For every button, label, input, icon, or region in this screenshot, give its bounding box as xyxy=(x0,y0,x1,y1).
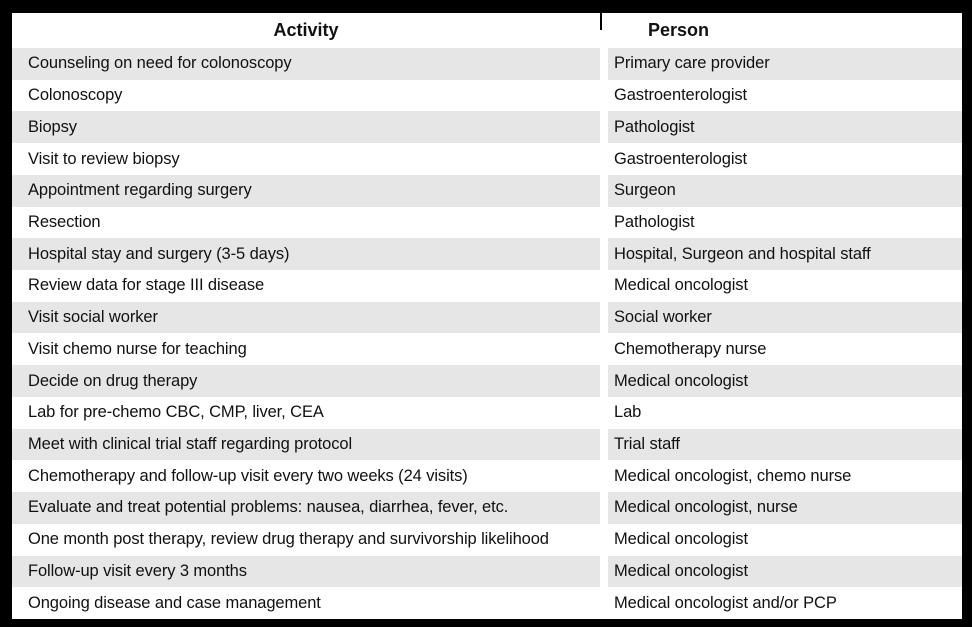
header-column-divider xyxy=(600,13,602,30)
person-cell: Pathologist xyxy=(608,111,962,144)
table-row: Visit to review biopsy Gastroenterologis… xyxy=(12,143,962,175)
table-row: One month post therapy, review drug ther… xyxy=(12,523,962,556)
person-cell: Medical oncologist xyxy=(608,555,962,588)
person-cell: Chemotherapy nurse xyxy=(614,339,767,358)
column-gap xyxy=(600,396,608,429)
column-gap xyxy=(600,238,608,271)
person-cell: Medical oncologist xyxy=(614,530,748,549)
column-gap xyxy=(600,79,608,112)
activity-cell: Chemotherapy and follow-up visit every t… xyxy=(28,466,468,485)
activity-cell: Review data for stage III disease xyxy=(28,276,265,295)
column-gap xyxy=(600,365,608,397)
person-cell: Surgeon xyxy=(608,174,962,207)
activity-cell: Visit chemo nurse for teaching xyxy=(28,339,247,358)
activity-cell: Hospital stay and surgery (3-5 days) xyxy=(12,238,600,271)
person-cell: Trial staff xyxy=(608,428,962,461)
activity-cell: Colonoscopy xyxy=(28,86,123,105)
table-row: Visit chemo nurse for teaching Chemother… xyxy=(12,333,962,366)
table-row: Meet with clinical trial staff regarding… xyxy=(12,428,962,461)
activity-cell: Meet with clinical trial staff regarding… xyxy=(12,428,600,461)
table-row: Hospital stay and surgery (3-5 days) Hos… xyxy=(12,238,962,271)
column-gap xyxy=(600,206,608,239)
activity-cell: Follow-up visit every 3 months xyxy=(12,555,600,588)
column-gap xyxy=(600,428,608,461)
table-row: Evaluate and treat potential problems: n… xyxy=(12,492,962,524)
column-gap xyxy=(600,174,608,207)
column-gap xyxy=(600,301,608,334)
person-cell: Medical oncologist, chemo nurse xyxy=(614,466,852,485)
person-cell: Gastroenterologist xyxy=(614,149,748,168)
column-gap xyxy=(600,13,608,48)
activity-cell: One month post therapy, review drug ther… xyxy=(28,530,549,549)
column-gap xyxy=(600,587,608,619)
activity-cell: Lab for pre-chemo CBC, CMP, liver, CEA xyxy=(28,403,324,422)
person-cell: Primary care provider xyxy=(608,48,962,80)
table-row: Follow-up visit every 3 months Medical o… xyxy=(12,555,962,588)
table-row: Resection Pathologist xyxy=(12,206,962,239)
table-row: Decide on drug therapy Medical oncologis… xyxy=(12,365,962,397)
activity-cell: Resection xyxy=(28,212,101,231)
column-gap xyxy=(600,48,608,80)
table-row: Biopsy Pathologist xyxy=(12,111,962,144)
person-cell: Medical oncologist xyxy=(608,365,962,397)
activity-cell: Appointment regarding surgery xyxy=(12,174,600,207)
column-gap xyxy=(600,460,608,493)
column-gap xyxy=(600,523,608,556)
column-gap xyxy=(600,333,608,366)
activity-cell: Counseling on need for colonoscopy xyxy=(12,48,600,80)
table-row: Colonoscopy Gastroenterologist xyxy=(12,79,962,112)
person-cell: Pathologist xyxy=(614,212,695,231)
person-cell: Social worker xyxy=(608,301,962,334)
table-row: Appointment regarding surgery Surgeon xyxy=(12,174,962,207)
table-row: Ongoing disease and case management Medi… xyxy=(12,587,962,619)
table-row: Lab for pre-chemo CBC, CMP, liver, CEA L… xyxy=(12,396,962,429)
column-header-person: Person xyxy=(608,13,962,48)
table-row: Counseling on need for colonoscopy Prima… xyxy=(12,48,962,80)
activity-cell: Biopsy xyxy=(12,111,600,144)
activity-cell: Visit social worker xyxy=(12,301,600,334)
table-header-row: Activity Person xyxy=(12,13,962,48)
column-header-activity: Activity xyxy=(12,13,600,48)
person-cell: Lab xyxy=(614,403,642,422)
column-gap xyxy=(600,111,608,144)
table-row: Chemotherapy and follow-up visit every t… xyxy=(12,460,962,493)
table-row: Review data for stage III disease Medica… xyxy=(12,270,962,302)
person-cell: Medical oncologist and/or PCP xyxy=(614,593,837,612)
column-gap xyxy=(600,555,608,588)
column-gap xyxy=(600,143,608,175)
activity-cell: Evaluate and treat potential problems: n… xyxy=(12,492,600,524)
activity-cell: Ongoing disease and case management xyxy=(28,593,321,612)
person-cell: Medical oncologist xyxy=(614,276,748,295)
column-gap xyxy=(600,492,608,524)
activity-cell: Visit to review biopsy xyxy=(28,149,180,168)
table-row: Visit social worker Social worker xyxy=(12,301,962,334)
person-cell: Gastroenterologist xyxy=(614,86,748,105)
column-gap xyxy=(600,270,608,302)
person-cell: Hospital, Surgeon and hospital staff xyxy=(608,238,962,271)
activity-cell: Decide on drug therapy xyxy=(12,365,600,397)
person-cell: Medical oncologist, nurse xyxy=(608,492,962,524)
